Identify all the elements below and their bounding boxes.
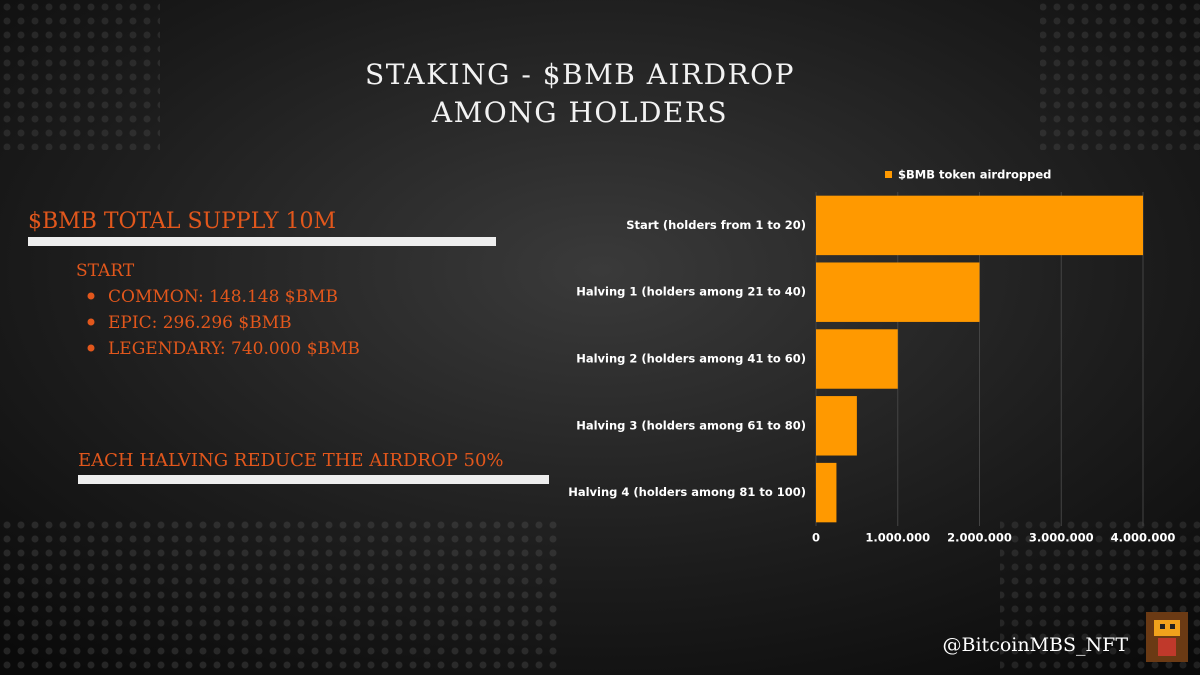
y-tick-label: Start (holders from 1 to 20) [626, 218, 806, 232]
start-heading: START [76, 261, 135, 281]
bar [816, 195, 1143, 256]
logo [1146, 612, 1188, 662]
y-tick-label: Halving 3 (holders among 61 to 80) [576, 418, 806, 432]
handle: @BitcoinMBS_NFT [943, 634, 1129, 656]
y-tick-label: Halving 2 (holders among 41 to 60) [576, 352, 806, 366]
x-tick-label: 4.000.000 [1111, 531, 1176, 545]
x-tick-label: 3.000.000 [1029, 531, 1094, 545]
x-tick-label: 2.000.000 [947, 531, 1012, 545]
title-line: AMONG HOLDERS [431, 96, 728, 129]
dot-pattern [0, 0, 160, 150]
bar [816, 329, 898, 389]
underline [28, 237, 496, 246]
list-item: EPIC: 296.296 $BMB [108, 313, 292, 333]
bar [816, 462, 837, 523]
underline [78, 475, 549, 484]
list-item: COMMON: 148.148 $BMB [108, 287, 338, 307]
list-item: LEGENDARY: 740.000 $BMB [108, 339, 360, 359]
legend-swatch [885, 171, 892, 178]
x-tick-label: 0 [812, 531, 820, 545]
bar-chart: 0 1.000.000 2.000.000 3.000.000 4.000.000 Sta… [568, 168, 1175, 545]
legend-label: $BMB token airdropped [898, 168, 1051, 182]
bullet [87, 344, 95, 352]
x-tick-label: 1.000.000 [865, 531, 930, 545]
bullet [87, 318, 95, 326]
y-tick-label: Halving 4 (holders among 81 to 100) [568, 485, 806, 499]
bar [816, 262, 980, 322]
bullet [87, 292, 95, 300]
y-tick-label: Halving 1 (holders among 21 to 40) [576, 285, 806, 299]
bar [816, 396, 857, 456]
title-line: STAKING - $BMB AIRDROP [365, 58, 795, 91]
dot-pattern [0, 520, 560, 675]
dot-pattern [1040, 0, 1200, 150]
halving-note: EACH HALVING REDUCE THE AIRDROP 50% [78, 450, 504, 471]
supply-heading: $BMB TOTAL SUPPLY 10M [28, 209, 336, 234]
